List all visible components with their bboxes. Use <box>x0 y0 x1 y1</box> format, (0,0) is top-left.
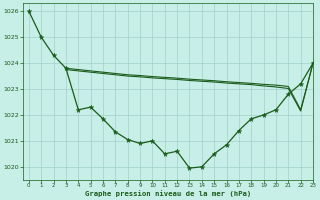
X-axis label: Graphe pression niveau de la mer (hPa): Graphe pression niveau de la mer (hPa) <box>85 190 251 197</box>
